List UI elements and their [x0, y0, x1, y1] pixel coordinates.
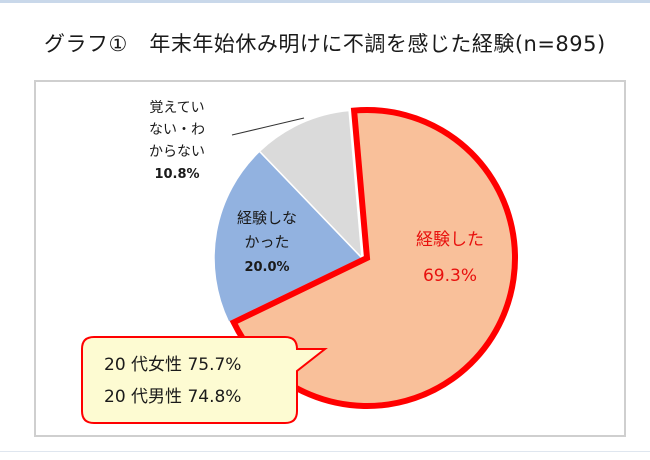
- callout-line-1: 20 代男性 74.8%: [104, 387, 241, 407]
- slice-label-2-line-1: ない・わ: [149, 122, 205, 138]
- top-rule: [0, 0, 650, 3]
- slice-label-1-line-1: かった: [244, 233, 289, 251]
- callout-bubble: [81, 336, 328, 424]
- slice-label-0-line-0: 経験した: [416, 230, 484, 250]
- slice-label-2-line-2: からない: [149, 144, 205, 160]
- pie-slice-2: [258, 109, 363, 261]
- slice-value-2: 10.8%: [154, 167, 199, 182]
- callout-line-0: 20 代女性 75.7%: [104, 355, 241, 375]
- pie-slice-1: [213, 150, 364, 324]
- slice-label-2-line-0: 覚えてい: [149, 100, 204, 116]
- slice-value-1: 20.0%: [244, 260, 289, 275]
- slice-value-0: 69.3%: [423, 266, 477, 286]
- bottom-rule: [0, 451, 650, 452]
- chart-title: グラフ① 年末年始休み明けに不調を感じた経験(n=895): [44, 32, 606, 56]
- slice-label-1-line-0: 経験しな: [237, 209, 297, 227]
- leader-line: [231, 117, 305, 136]
